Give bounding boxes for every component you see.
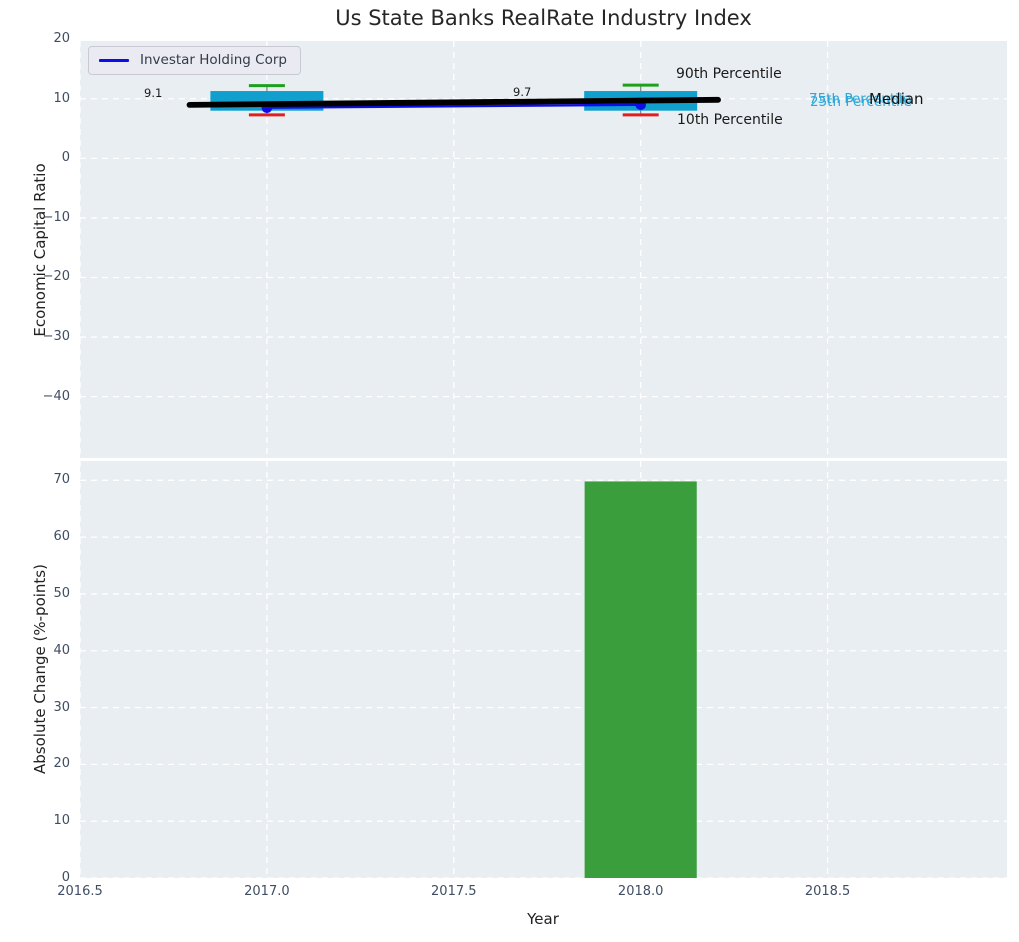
label-90th-percentile: 90th Percentile <box>676 66 782 82</box>
y-tick-label: 40 <box>53 642 70 658</box>
top-y-axis-label: Economic Capital Ratio <box>31 163 49 337</box>
y-tick-label: 0 <box>61 870 70 885</box>
legend: Investar Holding Corp <box>88 46 301 75</box>
x-tick-label: 2018.5 <box>804 884 851 899</box>
y-tick-label: 50 <box>53 585 70 601</box>
value-annotation-2018: 9.7 <box>513 85 532 99</box>
chart-title: Us State Banks RealRate Industry Index <box>335 6 752 30</box>
y-tick-label: 20 <box>53 31 70 47</box>
label-median: Median <box>869 90 924 108</box>
y-tick-label: 10 <box>53 813 70 829</box>
x-tick-label: 2017.0 <box>244 884 290 899</box>
legend-line-sample-icon <box>99 58 129 62</box>
y-tick-label: −20 <box>42 269 70 285</box>
y-tick-label: 70 <box>53 472 70 488</box>
y-tick-label: −30 <box>42 329 70 345</box>
value-annotation-2017: 9.1 <box>144 86 163 100</box>
x-tick-label: 2018.0 <box>617 884 664 899</box>
x-tick-label: 2016.5 <box>57 884 103 899</box>
y-tick-label: −40 <box>42 388 70 404</box>
y-tick-label: 30 <box>53 699 70 715</box>
y-tick-label: −10 <box>42 209 70 225</box>
legend-label: Investar Holding Corp <box>140 52 287 68</box>
bottom-plot-area <box>80 461 1007 878</box>
y-tick-label: 10 <box>53 90 70 106</box>
y-tick-label: 60 <box>53 529 70 545</box>
label-25th-percentile: 25th Percentile <box>810 94 912 110</box>
x-axis-label: Year <box>527 910 559 928</box>
x-tick-label: 2017.5 <box>431 884 477 899</box>
y-tick-label: 0 <box>61 150 70 166</box>
label-10th-percentile: 10th Percentile <box>677 112 783 128</box>
y-tick-label: 20 <box>53 756 70 772</box>
